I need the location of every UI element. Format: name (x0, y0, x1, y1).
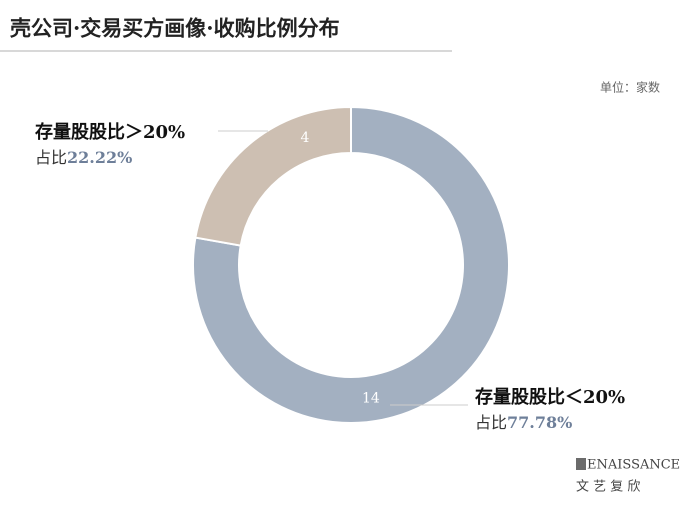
share-percent: 22.22% (67, 148, 132, 167)
brand-name: ENAISSANCE (587, 458, 680, 473)
logo-icon (576, 458, 586, 470)
brand-logo: ENAISSANCE 文 艺 复 欣 (576, 458, 680, 495)
share-prefix: 占比 (475, 413, 507, 432)
chart-title: 壳公司·交易买方画像·收购比例分布 (9, 16, 340, 41)
category-label: 存量股股比＞20% (35, 121, 185, 143)
share-label: 占比77.78% (475, 413, 572, 432)
share-prefix: 占比 (35, 148, 67, 167)
donut-segment (192, 105, 510, 424)
donut-segment (194, 105, 352, 247)
unit-label: 单位：家数 (600, 80, 660, 95)
share-percent: 77.78% (507, 413, 572, 432)
category-label: 存量股股比＜20% (475, 386, 625, 408)
brand-name-cn: 文 艺 复 欣 (576, 480, 640, 495)
value-label: 14 (362, 391, 380, 407)
value-label: 4 (300, 130, 309, 146)
share-label: 占比22.22% (35, 148, 132, 167)
